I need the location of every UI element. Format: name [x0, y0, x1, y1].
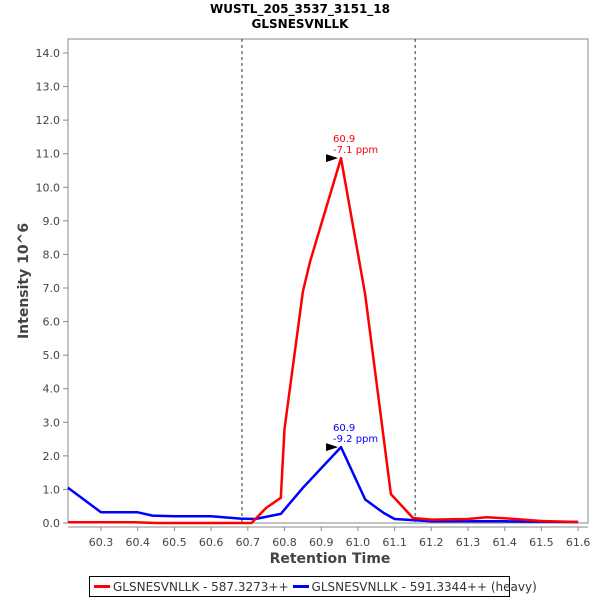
- x-tick-label: 61.2: [419, 536, 444, 549]
- x-tick-label: 61.1: [382, 536, 407, 549]
- legend-label: GLSNESVNLLK - 587.3273++: [113, 579, 289, 594]
- y-tick-label: 12.0: [36, 114, 61, 127]
- y-tick-label: 8.0: [43, 248, 61, 261]
- peak-marker-icon: [326, 443, 339, 452]
- plot-area: 0.0 1.0 2.0 3.0 4.0 5.0 6.0 7.0 8.0 9.0 10.0 11.0 12…: [16, 38, 591, 567]
- peak-ppm-label: -7.1 ppm: [333, 145, 378, 156]
- y-tick-label: 0.0: [43, 517, 61, 530]
- y-tick-label: 2.0: [43, 450, 61, 463]
- x-tick-label: 60.3: [89, 536, 114, 549]
- x-tick-label: 61.4: [492, 536, 517, 549]
- legend-swatch-blue: [292, 585, 309, 588]
- y-axis-label: Intensity 10^6: [16, 223, 32, 339]
- x-tick-label: 60.5: [162, 536, 187, 549]
- chart-title: WUSTL_205_3537_3151_18: [210, 2, 390, 16]
- y-tick-label: 10.0: [36, 181, 61, 194]
- y-tick-label: 4.0: [43, 383, 61, 396]
- y-tick-label: 5.0: [43, 349, 61, 362]
- x-tick-label: 60.8: [272, 536, 297, 549]
- x-tick-label: 60.9: [309, 536, 334, 549]
- peak-ppm-label: -9.2 ppm: [333, 434, 378, 445]
- series-line-light: [68, 156, 579, 525]
- peak-rt-label: 60.9: [333, 423, 355, 434]
- legend-item-heavy: GLSNESVNLLK - 591.3344++ (heavy): [292, 579, 537, 594]
- plot-frame: [67, 38, 589, 524]
- y-tick-label: 6.0: [43, 316, 61, 329]
- x-tick-label: 60.6: [199, 536, 224, 549]
- chart-subtitle: GLSNESVNLLK: [251, 17, 349, 31]
- y-tick-label: 13.0: [36, 81, 61, 94]
- series-line-heavy: [67, 445, 579, 524]
- x-tick-label: 61.5: [529, 536, 554, 549]
- x-axis-label: Retention Time: [270, 551, 391, 567]
- y-tick-label: 9.0: [43, 215, 61, 228]
- legend: GLSNESVNLLK - 587.3273++ GLSNESVNLLK - 5…: [89, 576, 537, 597]
- peak-marker-icon: [326, 154, 339, 163]
- y-tick-label: 14.0: [36, 47, 61, 60]
- y-tick-label: 7.0: [43, 282, 61, 295]
- legend-swatch-red: [94, 585, 110, 588]
- legend-label: GLSNESVNLLK - 591.3344++ (heavy): [311, 579, 537, 594]
- x-tick-label: 61.3: [456, 536, 481, 549]
- x-tick-label: 61.6: [566, 536, 591, 549]
- x-tick-label: 61.0: [346, 536, 371, 549]
- y-tick-label: 11.0: [36, 148, 61, 161]
- legend-item-light: GLSNESVNLLK - 587.3273++: [94, 580, 289, 594]
- x-tick-label: 60.7: [236, 536, 261, 549]
- x-tick-label: 60.4: [125, 536, 150, 549]
- peak-rt-label: 60.9: [333, 134, 355, 145]
- y-tick-label: 3.0: [43, 416, 61, 429]
- y-tick-label: 1.0: [43, 483, 61, 496]
